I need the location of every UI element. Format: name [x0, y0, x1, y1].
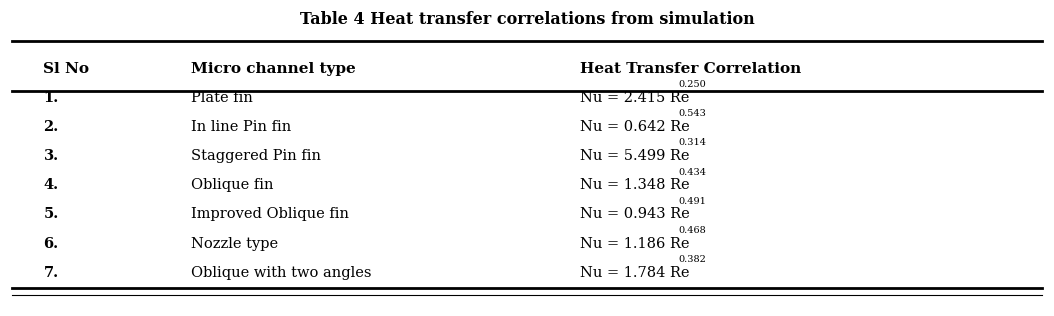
Text: Staggered Pin fin: Staggered Pin fin	[191, 149, 320, 163]
Text: In line Pin fin: In line Pin fin	[191, 120, 291, 134]
Text: Micro channel type: Micro channel type	[191, 62, 355, 76]
Text: Nu = 0.943 Re: Nu = 0.943 Re	[580, 207, 694, 222]
Text: 0.250: 0.250	[678, 80, 706, 89]
Text: Nu = 1.348 Re: Nu = 1.348 Re	[580, 178, 694, 192]
Text: 3.: 3.	[43, 149, 59, 163]
Text: 7.: 7.	[43, 266, 59, 280]
Text: 4.: 4.	[43, 178, 59, 192]
Text: Nu = 0.642 Re: Nu = 0.642 Re	[580, 120, 694, 134]
Text: Nu = 1.784 Re: Nu = 1.784 Re	[580, 266, 694, 280]
Text: 2.: 2.	[43, 120, 59, 134]
Text: Oblique fin: Oblique fin	[191, 178, 273, 192]
Text: Oblique with two angles: Oblique with two angles	[191, 266, 371, 280]
Text: Table 4 Heat transfer correlations from simulation: Table 4 Heat transfer correlations from …	[299, 11, 755, 28]
Text: 1.: 1.	[43, 91, 59, 105]
Text: Heat Transfer Correlation: Heat Transfer Correlation	[580, 62, 801, 76]
Text: Plate fin: Plate fin	[191, 91, 253, 105]
Text: Nu = 2.415 Re: Nu = 2.415 Re	[580, 91, 694, 105]
Text: 6.: 6.	[43, 236, 59, 251]
Text: 0.468: 0.468	[678, 226, 706, 235]
Text: Nu = 5.499 Re: Nu = 5.499 Re	[580, 149, 694, 163]
Text: Improved Oblique fin: Improved Oblique fin	[191, 207, 349, 222]
Text: 0.382: 0.382	[678, 255, 706, 264]
Text: 0.434: 0.434	[678, 167, 706, 177]
Text: 0.491: 0.491	[678, 197, 706, 206]
Text: Nu = 1.186 Re: Nu = 1.186 Re	[580, 236, 694, 251]
Text: Sl No: Sl No	[43, 62, 90, 76]
Text: Nozzle type: Nozzle type	[191, 236, 278, 251]
Text: 0.314: 0.314	[678, 138, 706, 148]
Text: 0.543: 0.543	[678, 109, 706, 118]
Text: 5.: 5.	[43, 207, 59, 222]
